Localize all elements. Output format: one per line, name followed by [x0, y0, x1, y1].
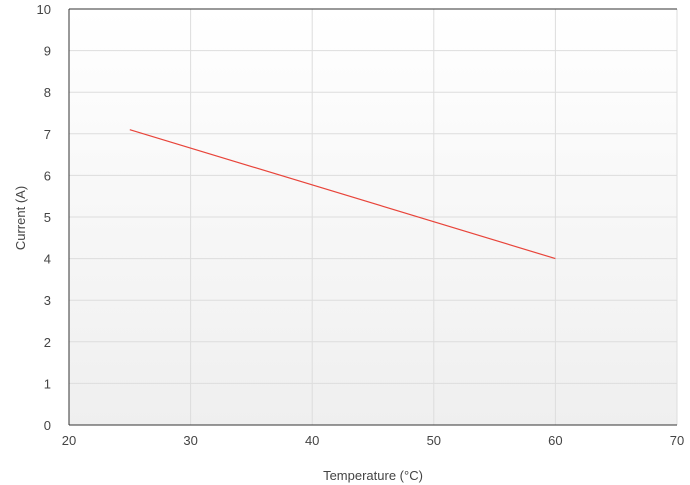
y-axis-title: Current (A): [13, 186, 28, 250]
y-axis-ticks: 0 1 2 3 4 5 6 7 8 9 10: [37, 2, 51, 433]
x-tick-label: 50: [427, 433, 441, 448]
y-tick-label: 4: [44, 252, 51, 267]
y-tick-label: 10: [37, 2, 51, 17]
y-tick-label: 6: [44, 168, 51, 183]
y-tick-label: 1: [44, 376, 51, 391]
y-tick-label: 8: [44, 85, 51, 100]
x-axis-ticks: 20 30 40 50 60 70: [62, 433, 684, 448]
x-tick-label: 40: [305, 433, 319, 448]
series-line: [129, 129, 556, 260]
y-tick-label: 3: [44, 293, 51, 308]
axes: [68, 8, 677, 426]
x-axis-title: Temperature (°C): [323, 468, 423, 483]
x-tick-label: 30: [183, 433, 197, 448]
x-tick-label: 60: [548, 433, 562, 448]
y-tick-label: 9: [44, 44, 51, 59]
y-tick-label: 2: [44, 335, 51, 350]
grid-lines: [68, 8, 678, 426]
x-tick-label: 20: [62, 433, 76, 448]
x-tick-label: 70: [670, 433, 684, 448]
y-tick-label: 0: [44, 418, 51, 433]
data-series: [129, 129, 556, 260]
y-tick-label: 5: [44, 210, 51, 225]
y-tick-label: 7: [44, 127, 51, 142]
